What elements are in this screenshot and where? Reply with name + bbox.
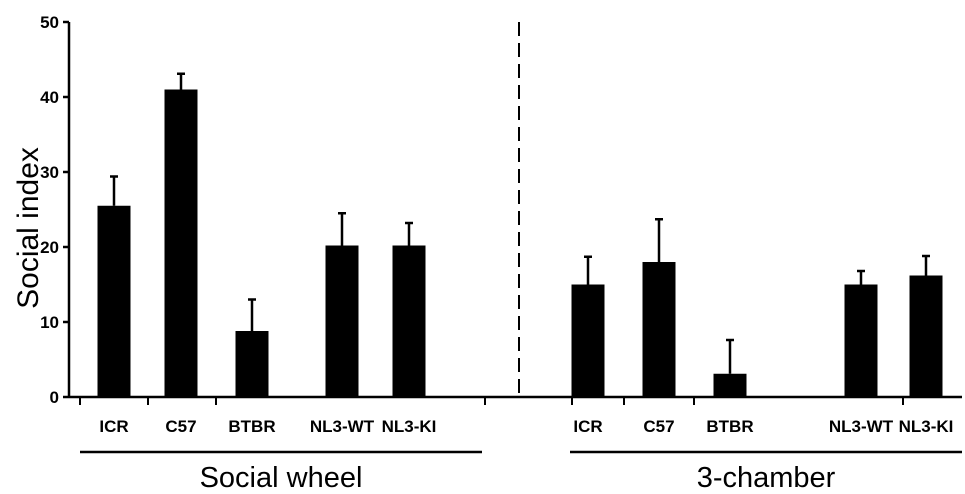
category-label: ICR <box>99 417 128 436</box>
y-tick-label: 40 <box>40 88 59 107</box>
y-tick-label: 30 <box>40 163 59 182</box>
bar-nl3-ki <box>909 275 943 397</box>
bar-nl3-wt <box>844 284 878 397</box>
y-tick-label: 50 <box>40 13 59 32</box>
category-label: NL3-WT <box>310 417 375 436</box>
y-axis-label: Social index <box>12 147 45 309</box>
category-label: BTBR <box>706 417 753 436</box>
bar-c57 <box>642 262 676 397</box>
category-label: C57 <box>165 417 196 436</box>
category-label: NL3-KI <box>382 417 437 436</box>
bar-btbr <box>235 331 269 397</box>
category-label: C57 <box>643 417 674 436</box>
bar-icr <box>97 205 131 397</box>
labels-layer: 0 10 20 30 40 50 ICR C57 BTBR NL3-WT NL3-KI Social … <box>40 13 953 494</box>
bar-icr <box>571 284 605 397</box>
bars-layer <box>97 72 943 397</box>
group-label: 3-chamber <box>697 462 836 494</box>
bar-nl3-ki <box>392 245 426 397</box>
category-label: NL3-WT <box>829 417 894 436</box>
bar-btbr <box>713 373 747 397</box>
category-label: NL3-KI <box>899 417 954 436</box>
group-label: Social wheel <box>200 462 363 494</box>
category-label: BTBR <box>228 417 275 436</box>
bar-nl3-wt <box>325 245 359 397</box>
axes <box>63 20 962 454</box>
bar-c57 <box>164 89 198 397</box>
y-tick-label: 20 <box>40 238 59 257</box>
category-label: ICR <box>573 417 602 436</box>
y-tick-label: 0 <box>50 388 59 407</box>
y-tick-label: 10 <box>40 313 59 332</box>
